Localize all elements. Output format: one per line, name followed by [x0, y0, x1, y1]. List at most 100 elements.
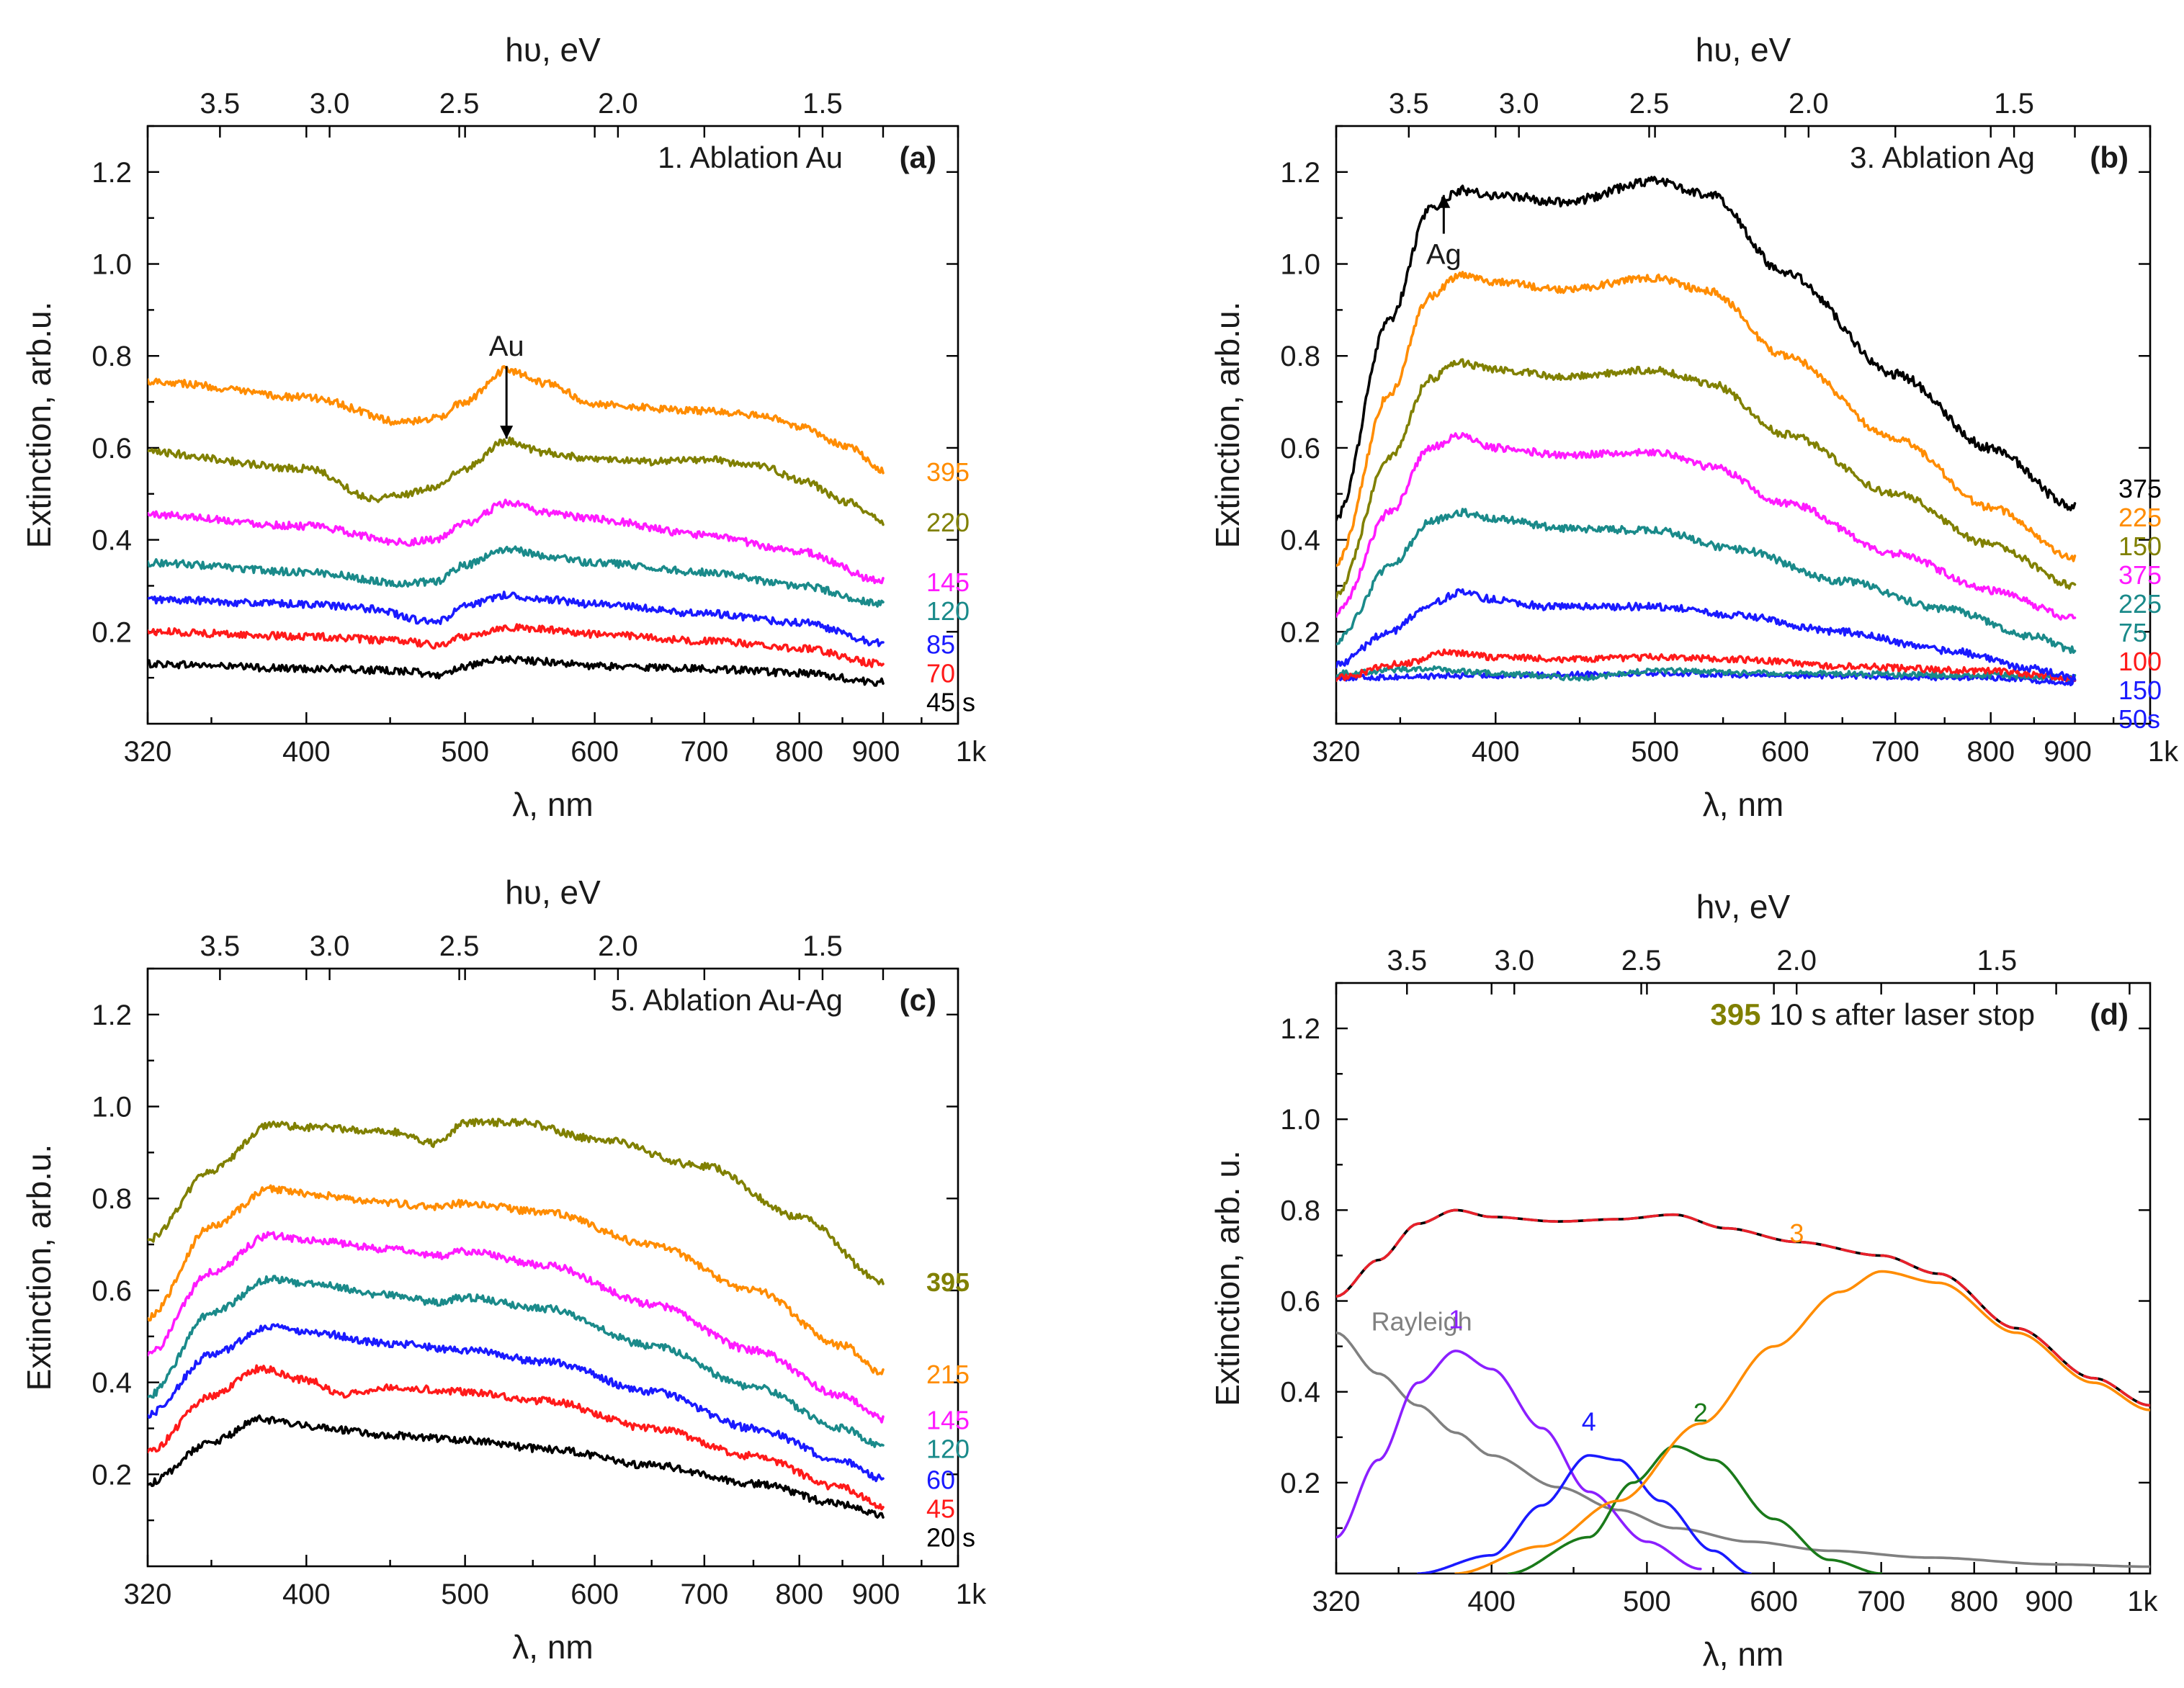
y-tick-label: 0.2	[91, 1459, 132, 1491]
x-tick-label: 700	[680, 1579, 728, 1610]
chart-panel-b: 320 400 500 600 700 800 900 1k 0.2 0.4 0.6 0.8 1.0 1.…	[1209, 31, 2179, 823]
x-tick-label: 900	[2044, 736, 2092, 768]
y-tick-label: 0.4	[1280, 525, 1320, 557]
series-line-60	[148, 1323, 885, 1483]
peak-annotation-label: Au	[489, 331, 524, 362]
top-tick-label: 1.5	[802, 930, 843, 962]
y-tick-label: 0.8	[1280, 1195, 1320, 1226]
y-tick-label: 0.2	[1280, 1468, 1320, 1499]
panel-label: (b)	[2090, 140, 2129, 174]
x-tick-label: 320	[124, 1579, 172, 1610]
series-line-145	[148, 498, 885, 585]
series-line-145	[148, 1231, 885, 1424]
series-end-label: 85	[926, 629, 955, 659]
x-tick-label: 900	[2025, 1586, 2073, 1617]
x-tick-label: 900	[852, 1579, 900, 1610]
y-tick-label: 1.2	[1280, 157, 1320, 189]
series-end-label: 225	[2118, 503, 2162, 532]
series-line-45-s	[148, 655, 885, 687]
x-tick-label: 600	[570, 1579, 619, 1610]
y-tick-label: 1.2	[91, 157, 132, 189]
y-tick-label: 0.6	[91, 433, 132, 464]
series-end-label: 145	[926, 1406, 970, 1435]
series-end-label: 215	[926, 1360, 970, 1389]
plot-frame	[1335, 125, 2152, 725]
top-axis-label: hν, eV	[1696, 888, 1791, 925]
y-tick-label: 0.4	[1280, 1377, 1320, 1409]
top-tick-label: 2.5	[1629, 88, 1670, 120]
series-end-label: 225	[2118, 589, 2162, 619]
series-end-label: 60	[926, 1465, 955, 1495]
top-tick-label: 2.0	[598, 88, 638, 120]
top-tick-label: 3.5	[1387, 945, 1427, 977]
y-axis-label: Extinction, arb.u.	[20, 302, 58, 549]
series-line-1	[1336, 1350, 1702, 1571]
series-end-label: 375	[2118, 474, 2162, 503]
y-tick-label: 1.2	[91, 1000, 132, 1031]
x-tick-label: 1k	[956, 736, 987, 768]
x-tick-label: 320	[1312, 1586, 1361, 1617]
x-tick-label: 400	[1472, 736, 1520, 768]
x-tick-label: 900	[852, 736, 900, 768]
series-line-20-s	[148, 1414, 885, 1519]
top-tick-label: 1.5	[802, 88, 843, 120]
x-tick-label: 600	[1761, 736, 1809, 768]
top-tick-label: 1.5	[1994, 88, 2034, 120]
y-tick-label: 0.4	[91, 525, 132, 557]
y-tick-label: 1.0	[91, 1092, 132, 1123]
series-line-sum-fit	[1336, 1208, 2150, 1407]
y-tick-label: 0.6	[91, 1275, 132, 1307]
series-line-3	[1454, 1270, 2150, 1573]
series-end-label: 45	[926, 1494, 955, 1524]
top-tick-label: 2.5	[439, 88, 480, 120]
top-tick-label: 3.0	[310, 930, 350, 962]
x-tick-label: 800	[775, 1579, 823, 1610]
series-end-label: 375	[2118, 560, 2162, 590]
x-tick-label: 400	[282, 736, 331, 768]
x-axis-label: λ, nm	[1703, 786, 1784, 823]
panel-label: (d)	[2090, 997, 2129, 1031]
series-line-75	[1336, 665, 2077, 682]
x-tick-label: 1k	[956, 1579, 987, 1610]
series-line-150b	[1336, 358, 2077, 600]
curve-label: 3	[1789, 1218, 1804, 1248]
x-tick-label: 800	[1966, 736, 2015, 768]
x-tick-label: 1k	[2148, 736, 2179, 768]
x-tick-label: 700	[680, 736, 728, 768]
curve-label: Rayleigh	[1371, 1306, 1472, 1336]
x-tick-label: 500	[1631, 736, 1679, 768]
top-tick-label: 2.5	[439, 930, 480, 962]
series-end-label: 75	[2118, 618, 2147, 647]
y-tick-label: 0.2	[91, 616, 132, 648]
top-tick-label: 3.0	[310, 88, 350, 120]
top-tick-label: 3.0	[1499, 88, 1539, 120]
arrow-head-icon	[500, 426, 514, 439]
series-end-label: 120	[926, 1435, 970, 1464]
x-tick-label: 500	[1623, 1586, 1671, 1617]
top-tick-label: 3.5	[200, 88, 241, 120]
series-line-2	[1507, 1445, 1883, 1573]
top-tick-label: 2.0	[598, 930, 638, 962]
top-axis-label: hυ, eV	[1696, 31, 1791, 68]
y-tick-label: 1.0	[91, 249, 132, 281]
top-tick-label: 3.5	[1389, 88, 1429, 120]
series-line-395	[148, 1118, 885, 1285]
top-tick-label: 1.5	[1977, 945, 2017, 977]
series-end-label: 100	[2118, 647, 2162, 676]
series-line-120	[148, 1275, 885, 1448]
series-line-70	[148, 623, 885, 668]
x-axis-label: λ, nm	[512, 1628, 593, 1666]
series-end-label: 70	[926, 658, 955, 688]
peak-annotation-label: Ag	[1426, 239, 1462, 271]
top-tick-label: 3.5	[200, 930, 241, 962]
series-line-225b	[1336, 271, 2077, 567]
panel-label: (c)	[900, 983, 936, 1017]
x-tick-label: 800	[775, 736, 823, 768]
series-line-225	[1336, 508, 2077, 655]
x-tick-label: 600	[1750, 1586, 1798, 1617]
y-tick-label: 0.6	[1280, 1286, 1320, 1318]
series-end-label: 220	[926, 508, 970, 537]
series-line-215	[148, 1184, 885, 1375]
top-tick-label: 2.0	[1789, 88, 1829, 120]
